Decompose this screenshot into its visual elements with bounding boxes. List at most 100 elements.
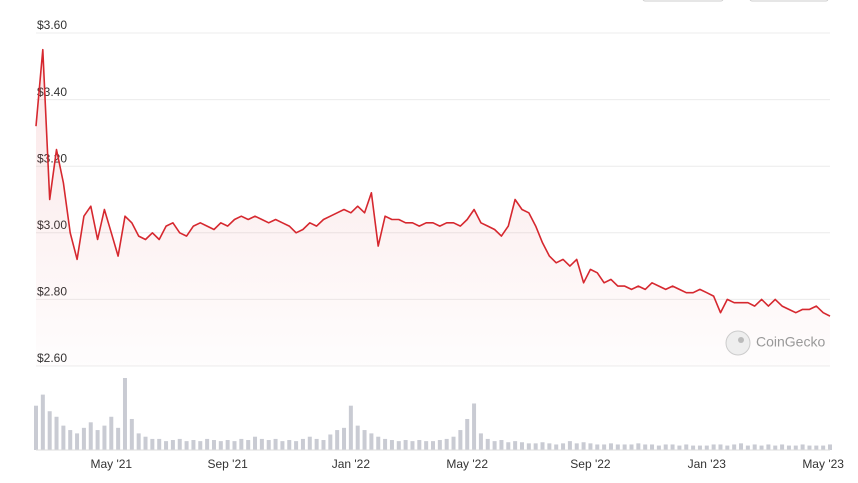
volume-bar: [164, 441, 169, 450]
volume-bar: [793, 445, 798, 450]
volume-bar: [239, 438, 244, 450]
volume-bar: [424, 441, 429, 450]
volume-bar: [369, 433, 374, 450]
volume-bar: [431, 441, 435, 450]
volume-bar: [561, 443, 566, 450]
volume-bar: [732, 444, 737, 450]
volume-bar: [34, 405, 38, 450]
volume-bar: [47, 411, 52, 450]
volume-bar: [786, 445, 791, 450]
volume-bar: [697, 445, 702, 450]
volume-bar: [492, 441, 497, 450]
volume-bar: [581, 442, 586, 450]
volume-bar: [629, 444, 634, 450]
volume-bar: [40, 394, 45, 450]
volume-bar: [684, 444, 689, 450]
volume-bar: [472, 403, 477, 450]
volume-bar: [389, 440, 394, 450]
button-outline[interactable]: [642, 0, 724, 2]
volume-bar: [218, 441, 223, 450]
volume-bar: [410, 441, 415, 450]
y-tick-label: $3.60: [37, 18, 67, 32]
volume-bar: [567, 441, 572, 450]
volume-bar: [718, 444, 723, 450]
volume-bar: [499, 440, 504, 450]
volume-bar: [821, 445, 826, 450]
volume-bar: [246, 440, 251, 450]
volume-bar: [191, 440, 196, 450]
volume-bar: [129, 418, 134, 450]
volume-bar: [547, 443, 552, 450]
volume-bar: [540, 442, 545, 450]
x-tick-label: Jan '23: [688, 457, 727, 471]
volume-bar: [465, 418, 470, 450]
volume-bar: [184, 441, 189, 450]
volume-bar: [533, 443, 538, 450]
volume-bar: [109, 416, 114, 450]
volume-bar: [307, 436, 312, 450]
volume-bar: [670, 444, 675, 450]
volume-bar: [656, 445, 661, 450]
volume-bar: [704, 445, 709, 450]
volume-bar: [348, 405, 353, 450]
volume-bar: [485, 438, 490, 450]
volume-bar: [177, 438, 182, 450]
volume-bar: [780, 444, 785, 450]
volume-bar: [615, 444, 620, 450]
volume-bar: [335, 430, 340, 450]
volume-bar: [643, 444, 648, 450]
volume-bar: [444, 438, 449, 450]
volume-bar: [102, 425, 107, 450]
volume-bar: [225, 440, 230, 450]
volume-bar: [759, 445, 764, 450]
volume-bar: [595, 444, 600, 450]
x-tick-label: Sep '21: [207, 457, 248, 471]
volume-bar: [287, 440, 292, 450]
volume-bar: [745, 445, 750, 450]
volume-bar: [150, 438, 155, 450]
volume-bar: [807, 445, 812, 450]
volume-bar: [677, 445, 682, 450]
volume-bar: [170, 440, 175, 450]
volume-bar: [266, 440, 271, 450]
volume-bar: [739, 443, 744, 450]
volume-bar: [814, 445, 819, 450]
volume-bar: [355, 425, 360, 450]
volume-bar: [403, 440, 408, 450]
volume-bar: [773, 445, 778, 450]
volume-bar: [766, 444, 771, 450]
x-tick-label: Sep '22: [570, 457, 611, 471]
volume-bar: [294, 441, 299, 450]
volume-bar: [116, 427, 121, 450]
volume-bar: [95, 430, 100, 450]
volume-bar: [54, 416, 59, 450]
x-tick-label: Jan '22: [332, 457, 371, 471]
volume-bar: [342, 427, 347, 450]
volume-bar: [396, 441, 401, 450]
volume-bar: [259, 438, 264, 450]
volume-bar: [143, 436, 148, 450]
volume-bar: [752, 444, 757, 450]
volume-bar: [711, 444, 716, 450]
volume-bar: [157, 438, 162, 450]
volume-bar: [88, 422, 93, 450]
volume-bar: [75, 433, 80, 450]
volume-bar: [650, 444, 655, 450]
volume-bar: [608, 443, 613, 450]
volume-bar: [253, 436, 258, 450]
volume-bar: [383, 438, 388, 450]
volume-bar: [68, 430, 73, 450]
volume-bar: [602, 444, 607, 450]
area-fill: [36, 49, 830, 366]
volume-bar: [725, 445, 730, 450]
volume-bar: [828, 444, 832, 450]
volume-bar: [81, 427, 86, 450]
volume-bar: [280, 441, 285, 450]
price-line: [35, 48, 831, 317]
volume-bar: [328, 434, 333, 450]
volume-bar: [300, 438, 305, 450]
volume-bar: [273, 438, 278, 450]
button-outline[interactable]: [749, 0, 829, 2]
